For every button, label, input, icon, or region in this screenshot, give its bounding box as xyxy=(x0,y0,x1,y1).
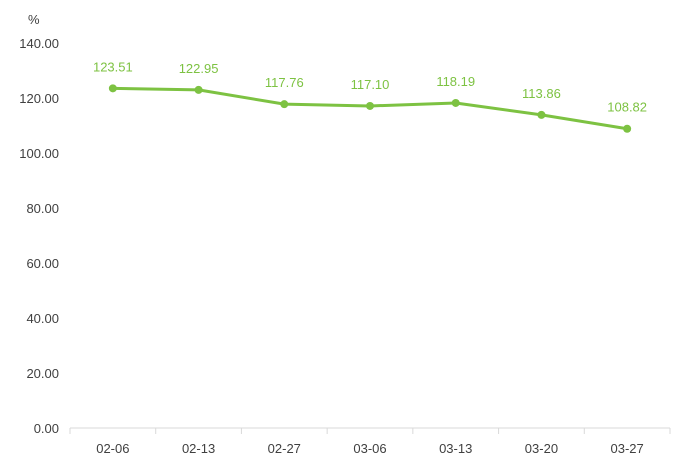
data-label: 123.51 xyxy=(93,59,133,74)
y-tick-label: 20.00 xyxy=(26,366,59,381)
y-tick-label: 80.00 xyxy=(26,201,59,216)
data-label: 117.10 xyxy=(351,77,390,92)
series-points xyxy=(108,84,632,133)
data-point xyxy=(366,101,374,110)
x-tick-label: 02-27 xyxy=(268,441,301,456)
data-label: 118.19 xyxy=(436,74,475,89)
y-tick-label: 0.00 xyxy=(34,421,59,436)
x-tick-label: 03-06 xyxy=(353,441,386,456)
data-point xyxy=(623,124,632,133)
data-point xyxy=(537,110,546,119)
x-tick-label: 03-13 xyxy=(439,441,472,456)
data-label: 122.95 xyxy=(179,61,219,76)
y-tick-label: 40.00 xyxy=(26,311,59,326)
x-tick-label: 03-27 xyxy=(611,441,644,456)
data-label: 108.82 xyxy=(607,100,647,115)
x-tick-label: 02-13 xyxy=(182,441,215,456)
data-labels: 123.51 122.95 117.76 117.10 118.19 113.86 108.… xyxy=(93,59,647,114)
data-label: 117.76 xyxy=(265,75,304,90)
y-axis-unit-label: % xyxy=(28,12,40,27)
y-tick-label: 140.00 xyxy=(19,36,59,51)
data-point xyxy=(194,85,203,94)
y-axis-ticks: 0.00 20.00 40.00 60.00 80.00 100.00 120.00 140.… xyxy=(19,36,59,436)
y-tick-label: 100.00 xyxy=(19,146,59,161)
x-tick-label: 03-20 xyxy=(525,441,558,456)
data-point xyxy=(280,100,289,109)
y-tick-label: 120.00 xyxy=(19,91,59,106)
data-label: 113.86 xyxy=(522,86,561,101)
data-point xyxy=(108,84,117,93)
x-tick-label: 02-06 xyxy=(96,441,129,456)
x-axis-tick-marks xyxy=(69,428,671,434)
y-tick-label: 60.00 xyxy=(26,256,59,271)
data-point xyxy=(451,98,460,107)
x-axis-labels: 02-06 02-13 02-27 03-06 03-13 03-20 03-27 xyxy=(96,441,644,456)
